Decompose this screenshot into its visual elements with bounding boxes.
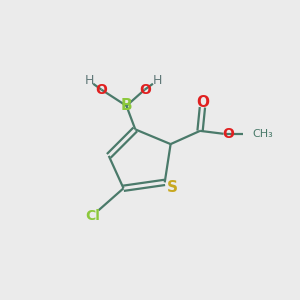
Text: O: O xyxy=(196,94,209,110)
Text: S: S xyxy=(167,180,178,195)
Text: H: H xyxy=(84,74,94,87)
Text: Cl: Cl xyxy=(86,209,101,223)
Text: O: O xyxy=(139,82,151,97)
Text: B: B xyxy=(121,98,132,113)
Text: CH₃: CH₃ xyxy=(252,129,273,139)
Text: O: O xyxy=(222,127,234,141)
Text: O: O xyxy=(95,82,107,97)
Text: H: H xyxy=(152,74,162,87)
